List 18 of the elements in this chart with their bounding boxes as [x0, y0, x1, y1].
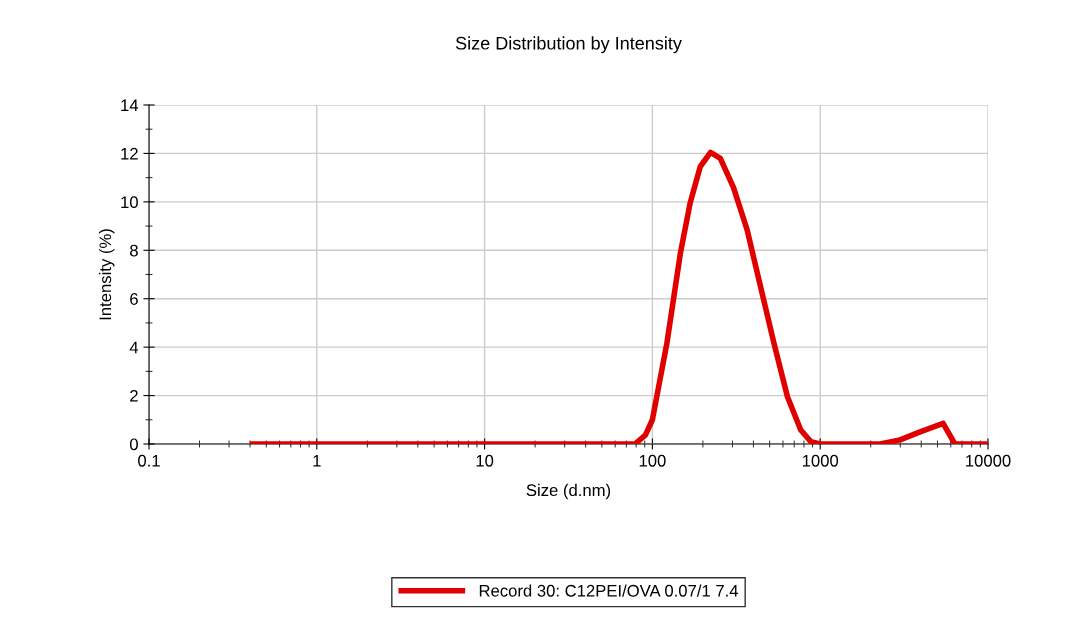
- y-tick-label: 0: [129, 438, 138, 451]
- x-tick-label: 10000: [966, 454, 1011, 467]
- y-tick-label: 10: [121, 196, 138, 209]
- x-tick-label: 100: [639, 454, 666, 467]
- y-tick-label: 8: [130, 244, 138, 257]
- y-tick-label: 6: [130, 293, 138, 305]
- y-tick-label: 14: [121, 99, 139, 112]
- x-tick-label: 1000: [802, 454, 839, 467]
- legend-label: Record 30: C12PEI/OVA 0.07/1 7.4: [479, 584, 739, 597]
- y-tick-label: 12: [121, 147, 138, 160]
- x-tick-label: 0.1: [138, 454, 160, 467]
- x-tick-label: 1: [313, 455, 321, 467]
- x-axis-title: Size (d.nm): [526, 483, 611, 500]
- y-axis-title: Intensity (%): [98, 229, 115, 320]
- y-tick-label: 4: [129, 341, 139, 354]
- chart-title: Size Distribution by Intensity: [455, 36, 682, 54]
- y-tick-label: 2: [130, 389, 138, 402]
- x-tick-label: 10: [476, 454, 494, 467]
